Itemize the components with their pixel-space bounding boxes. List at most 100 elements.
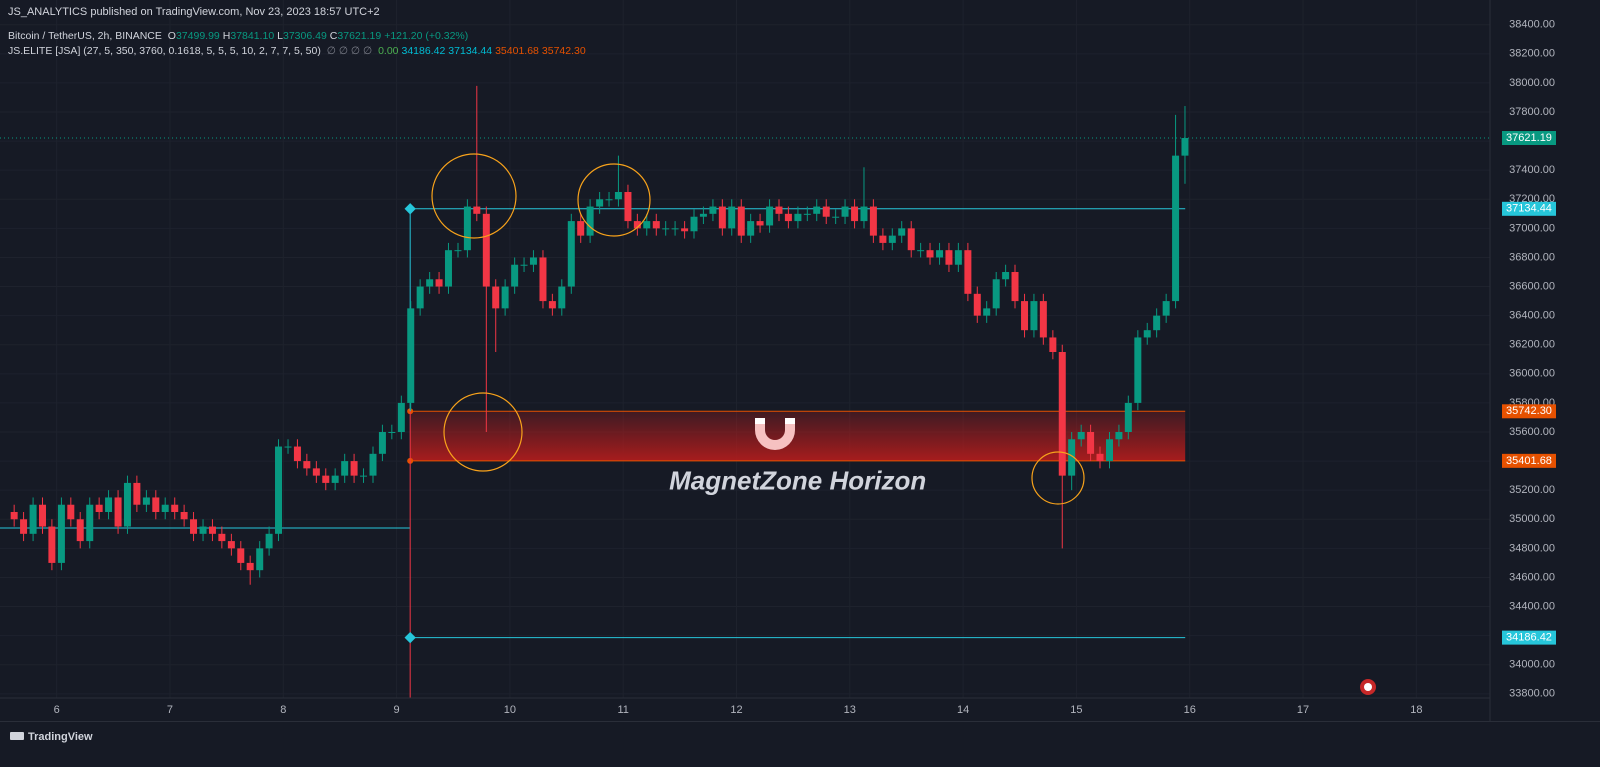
y-tick-label: 36600.00 — [1509, 280, 1555, 292]
candle-body — [954, 250, 962, 265]
candle-body — [794, 213, 802, 222]
zone-label: MagnetZone Horizon — [669, 466, 926, 496]
plot — [0, 85, 1490, 698]
grid — [0, 0, 1490, 698]
candle-body — [624, 192, 632, 222]
indicator-legend: JS.ELITE [JSA] (27, 5, 350, 3760, 0.1618… — [8, 45, 592, 57]
ohlc-value: 37841.10 — [230, 30, 275, 42]
candle-body — [1106, 439, 1114, 462]
price-label: 37134.44 — [1506, 203, 1552, 215]
highlight-circle — [431, 153, 517, 239]
y-tick-label: 36000.00 — [1509, 368, 1555, 380]
candle-body — [57, 504, 65, 563]
candle-body — [190, 519, 198, 534]
candle-body — [38, 504, 46, 527]
indicator-value: 34186.42 — [401, 45, 446, 57]
candle-body — [218, 533, 226, 542]
candle-body — [992, 279, 1000, 309]
x-tick-label: 18 — [1410, 704, 1422, 716]
candle-body — [945, 250, 953, 265]
candle-body — [983, 308, 991, 316]
candle-body — [180, 512, 188, 520]
candle-body — [869, 206, 877, 236]
candle-body — [256, 548, 264, 571]
candle-body — [766, 206, 774, 226]
candle-body — [29, 504, 37, 534]
x-tick-label: 14 — [957, 704, 969, 716]
y-tick-label: 37400.00 — [1509, 164, 1555, 176]
candle-body — [76, 519, 84, 542]
magnet-icon — [755, 418, 795, 450]
symbol-legend: Bitcoin / TetherUS, 2h, BINANCE O37499.9… — [8, 30, 474, 42]
candle-body — [803, 213, 811, 215]
price-label: 34186.42 — [1506, 632, 1552, 644]
candle-body — [416, 286, 424, 309]
candle-body — [20, 519, 28, 534]
candle-body — [1162, 301, 1170, 316]
candle-body — [1115, 432, 1123, 440]
candle-body — [86, 504, 94, 542]
price-label-bg — [1502, 453, 1556, 468]
candle-body — [1096, 453, 1104, 462]
candle-body — [492, 286, 500, 309]
candle-body — [208, 526, 216, 534]
candle-body — [237, 548, 245, 563]
candle-body — [312, 468, 320, 476]
candle-body — [671, 228, 679, 230]
x-tick-label: 16 — [1184, 704, 1196, 716]
y-tick-label: 37800.00 — [1509, 106, 1555, 118]
candle-body — [756, 221, 764, 226]
candle-body — [577, 221, 585, 236]
ohlc-key: C — [329, 30, 338, 42]
publisher: JS_ANALYTICS published on TradingView.co… — [8, 6, 380, 18]
candle-body — [275, 446, 283, 534]
candle-body — [1021, 301, 1029, 331]
candle-body — [463, 206, 471, 251]
candle-body — [293, 446, 301, 462]
candle-body — [378, 432, 386, 454]
candle-body — [964, 250, 972, 294]
indicator-placeholders: ∅ ∅ ∅ ∅ — [326, 45, 373, 57]
candle-body — [1058, 352, 1066, 476]
candle-body — [832, 216, 840, 218]
candle-body — [1181, 138, 1189, 156]
price-label-bg — [1502, 404, 1556, 419]
annotations: MagnetZone Horizon — [431, 153, 1376, 695]
candle-body — [435, 279, 443, 287]
candle-body — [152, 497, 160, 512]
candle-body — [1039, 301, 1047, 338]
candle-body — [1124, 402, 1132, 432]
x-tick-label: 7 — [167, 704, 173, 716]
indicator-value: 0.00 — [378, 45, 399, 57]
x-tick-label: 8 — [280, 704, 286, 716]
magnet-tip — [755, 418, 765, 424]
indicator-value: 35742.30 — [541, 45, 586, 57]
candle-body — [407, 308, 415, 403]
candle-body — [265, 533, 273, 549]
axes: 33800.0034000.0034200.0034400.0034600.00… — [54, 19, 1556, 716]
footer: TradingView — [0, 721, 1600, 767]
candle-body — [643, 221, 651, 229]
candle-body — [558, 286, 566, 309]
candle-body — [1077, 432, 1085, 440]
candle-body — [397, 402, 405, 432]
ohlc-key: H — [222, 30, 231, 42]
candle-body — [860, 206, 868, 222]
candle-body — [718, 206, 726, 229]
price-label-bg — [1502, 201, 1556, 216]
y-tick-label: 38000.00 — [1509, 77, 1555, 89]
candle-body — [596, 199, 604, 207]
candle-body — [444, 250, 452, 287]
ohlc-key: O — [167, 30, 176, 42]
y-tick-label: 37000.00 — [1509, 222, 1555, 234]
candle-body — [879, 235, 887, 243]
highlight-circle — [577, 163, 651, 237]
x-tick-label: 9 — [394, 704, 400, 716]
candle-body — [1030, 301, 1038, 331]
ohlc: O37499.99 H37841.10 L37306.49 C37621.19 +121… — [168, 30, 471, 42]
candle-body — [331, 475, 339, 483]
candle-body — [539, 257, 547, 302]
candle-body — [95, 504, 103, 512]
x-tick-label: 17 — [1297, 704, 1309, 716]
